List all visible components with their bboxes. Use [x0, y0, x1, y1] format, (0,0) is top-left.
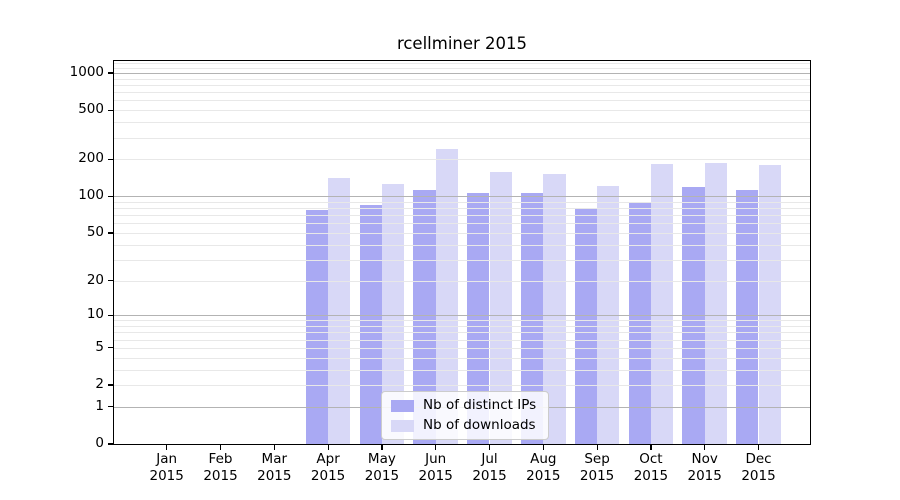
bar-downloads-dec-2015 — [758, 165, 781, 444]
y-tick-label-10: 10 — [86, 306, 104, 323]
bar-downloads-oct-2015 — [650, 164, 674, 444]
chart-title: rcellminer 2015 — [396, 34, 528, 53]
x-tick-dec-2015 — [757, 444, 760, 450]
minor-gridline-2 — [114, 385, 810, 386]
minor-gridline-500 — [114, 110, 810, 112]
minor-gridline-8 — [114, 326, 810, 327]
x-tick-apr-2015 — [327, 444, 329, 450]
minor-gridline-70 — [114, 215, 810, 217]
minor-gridline-3 — [114, 369, 810, 371]
x-tick-mar-2015 — [273, 444, 275, 450]
minor-gridline-600 — [114, 100, 810, 102]
y-tick-2 — [107, 384, 114, 386]
y-tick-1000 — [107, 72, 114, 74]
legend-swatch-distinct-ips — [391, 399, 414, 412]
x-tick-label-jan-2015: Jan 2015 — [149, 451, 184, 484]
x-tick-label-feb-2015: Feb 2015 — [203, 451, 238, 484]
minor-gridline-900 — [114, 78, 810, 80]
y-tick-1 — [107, 406, 114, 408]
bar-distinct-ips-jun-2015 — [413, 190, 436, 444]
bar-distinct-ips-aug-2015 — [520, 192, 544, 444]
minor-gridline-50 — [114, 232, 810, 234]
x-tick-label-sep-2015: Sep 2015 — [579, 451, 615, 484]
x-tick-label-dec-2015: Dec 2015 — [741, 451, 776, 484]
major-gridline-10 — [114, 315, 810, 317]
y-tick-20 — [107, 279, 114, 282]
x-tick-jul-2015 — [488, 444, 491, 450]
bar-downloads-aug-2015 — [543, 173, 566, 444]
bar-distinct-ips-jul-2015 — [467, 193, 490, 444]
bar-downloads-may-2015 — [381, 184, 405, 444]
x-tick-jan-2015 — [166, 444, 168, 450]
legend-label-distinct-ips: Nb of distinct IPs — [423, 397, 537, 413]
x-tick-sep-2015 — [596, 444, 598, 450]
major-gridline-1000 — [114, 72, 810, 74]
y-tick-label-1000: 1000 — [69, 63, 104, 80]
x-tick-label-mar-2015: Mar 2015 — [257, 451, 292, 484]
minor-gridline-400 — [114, 122, 810, 124]
x-tick-label-apr-2015: Apr 2015 — [310, 451, 346, 484]
minor-gridline-1100 — [114, 67, 810, 69]
y-tick-label-100: 100 — [78, 187, 104, 204]
legend: Nb of distinct IPs Nb of downloads — [381, 391, 550, 440]
minor-gridline-20 — [114, 280, 810, 282]
minor-gridline-4 — [114, 357, 810, 359]
minor-gridline-80 — [114, 208, 810, 210]
minor-gridline-30 — [114, 259, 810, 261]
x-tick-label-oct-2015: Oct 2015 — [633, 451, 669, 484]
minor-gridline-300 — [114, 137, 810, 139]
major-gridline-100 — [114, 196, 810, 198]
bar-downloads-apr-2015 — [328, 178, 351, 444]
y-tick-label-20: 20 — [86, 271, 104, 288]
y-tick-50 — [107, 232, 114, 234]
x-tick-label-may-2015: May 2015 — [364, 451, 400, 484]
minor-gridline-200 — [114, 159, 810, 161]
y-tick-label-500: 500 — [78, 101, 104, 118]
bar-downloads-jul-2015 — [489, 172, 512, 444]
bar-distinct-ips-oct-2015 — [628, 202, 651, 444]
legend-swatch-downloads — [391, 419, 414, 432]
bar-downloads-nov-2015 — [704, 163, 728, 444]
legend-item-downloads: Nb of downloads — [391, 418, 536, 433]
y-tick-label-1: 1 — [95, 397, 104, 414]
x-tick-jun-2015 — [435, 444, 437, 450]
y-tick-200 — [107, 158, 114, 160]
x-tick-aug-2015 — [542, 444, 544, 450]
minor-gridline-40 — [114, 244, 810, 246]
x-tick-oct-2015 — [650, 444, 652, 450]
bar-distinct-ips-may-2015 — [359, 204, 382, 444]
bar-distinct-ips-dec-2015 — [736, 190, 759, 444]
y-tick-label-5: 5 — [95, 338, 104, 355]
y-tick-label-50: 50 — [86, 223, 104, 240]
minor-gridline-700 — [114, 92, 810, 94]
plot-area — [114, 61, 810, 444]
x-tick-label-nov-2015: Nov 2015 — [687, 451, 722, 484]
minor-gridline-7 — [114, 332, 810, 334]
y-tick-100 — [107, 195, 114, 197]
x-tick-feb-2015 — [219, 444, 222, 450]
x-tick-may-2015 — [381, 444, 383, 450]
minor-gridline-800 — [114, 84, 810, 86]
y-tick-0 — [107, 443, 114, 445]
minor-gridline-60 — [114, 223, 810, 225]
minor-gridline-6 — [114, 339, 810, 341]
minor-gridline-90 — [114, 201, 810, 203]
y-tick-5 — [107, 347, 114, 349]
bar-downloads-sep-2015 — [597, 185, 620, 444]
y-tick-label-200: 200 — [78, 150, 104, 167]
y-tick-label-2: 2 — [95, 376, 104, 392]
x-tick-label-aug-2015: Aug 2015 — [526, 451, 561, 484]
x-tick-label-jun-2015: Jun 2015 — [418, 451, 453, 484]
y-tick-label-0: 0 — [95, 435, 104, 451]
minor-gridline-1200 — [114, 63, 810, 65]
x-tick-nov-2015 — [704, 444, 706, 450]
y-tick-500 — [107, 109, 114, 111]
minor-gridline-5 — [114, 347, 810, 349]
legend-item-distinct-ips: Nb of distinct IPs — [391, 398, 536, 413]
minor-gridline-9 — [114, 320, 810, 322]
y-tick-10 — [107, 314, 114, 316]
x-tick-label-jul-2015: Jul 2015 — [472, 451, 507, 484]
legend-label-downloads: Nb of downloads — [423, 417, 536, 433]
